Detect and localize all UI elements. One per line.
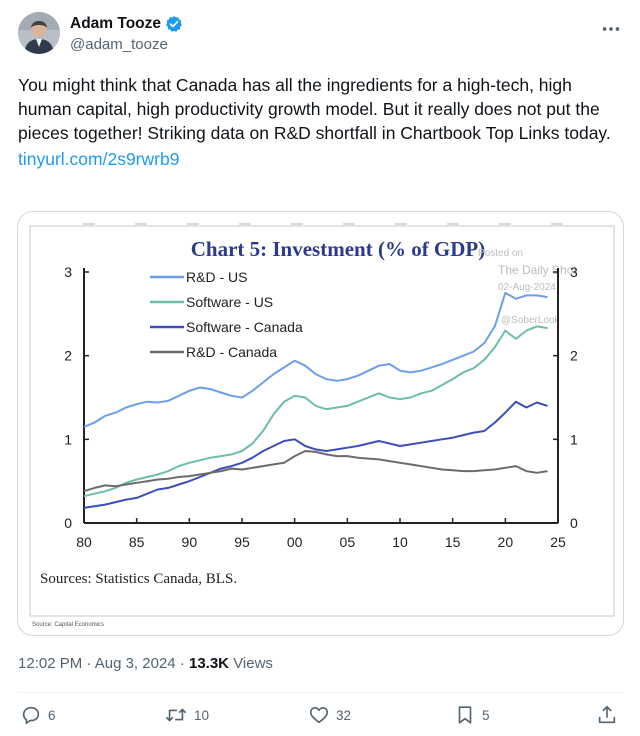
- x-tick-label: 20: [498, 534, 514, 550]
- repost-count: 10: [194, 707, 210, 723]
- series-line-2: [83, 400, 548, 509]
- more-dots-icon: [602, 27, 620, 31]
- x-tick-label: 10: [392, 534, 408, 550]
- x-tick-label: 95: [234, 534, 250, 550]
- y-tick-label-left: 3: [64, 264, 72, 280]
- x-tick-label: 05: [340, 534, 356, 550]
- reply-button[interactable]: 6: [20, 704, 56, 726]
- chart-footer-note: Source: Capital Economics: [32, 622, 104, 628]
- tweet-header: Adam Tooze @adam_tooze: [18, 12, 624, 60]
- legend-label-2: Software - Canada: [186, 319, 303, 335]
- y-tick-label-right: 2: [570, 348, 578, 364]
- tweet-body: You might think that Canada has all the …: [18, 75, 611, 143]
- divider: [18, 692, 624, 693]
- x-tick-label: 85: [129, 534, 145, 550]
- share-icon: [598, 705, 616, 724]
- x-tick-label: 80: [76, 534, 92, 550]
- author-handle[interactable]: @adam_tooze: [70, 36, 168, 53]
- like-count: 32: [336, 707, 352, 723]
- series-line-1: [83, 325, 548, 498]
- legend-label-0: R&D - US: [186, 269, 247, 285]
- watermark-line-4: @SoberLook: [501, 315, 561, 326]
- series-line-3: [83, 450, 548, 493]
- repost-button[interactable]: 10: [164, 704, 209, 726]
- tweet-date[interactable]: Aug 3, 2024: [94, 655, 176, 672]
- series-line-0: [83, 291, 548, 428]
- repost-icon: [165, 708, 187, 722]
- bookmark-icon: [458, 706, 472, 724]
- x-tick-label: 90: [182, 534, 198, 550]
- meta-separator: ·: [86, 655, 92, 672]
- y-tick-label-right: 0: [570, 515, 578, 531]
- y-tick-label-right: 3: [570, 264, 578, 280]
- tweet-link[interactable]: tinyurl.com/2s9rwrb9: [18, 149, 180, 169]
- avatar-image: [18, 12, 60, 54]
- avatar[interactable]: [18, 12, 60, 54]
- watermark-line-1: Posted on: [478, 248, 523, 259]
- bookmark-button[interactable]: 5: [454, 704, 490, 726]
- tweet-actions: 6 10 32 5: [18, 704, 624, 732]
- tweet-meta: 12:02 PM · Aug 3, 2024 · 13.3K Views: [18, 655, 273, 672]
- legend-label-3: R&D - Canada: [186, 344, 277, 360]
- reply-icon: [22, 706, 40, 725]
- views-count: 13.3K: [188, 655, 230, 672]
- y-tick-label-left: 1: [64, 431, 72, 447]
- bookmark-count: 5: [482, 707, 490, 723]
- like-button[interactable]: 32: [308, 704, 351, 726]
- x-tick-label: 25: [550, 534, 566, 550]
- views-label: Views: [233, 655, 273, 672]
- watermark-line-3: 02-Aug-2024: [498, 282, 556, 293]
- chart-frame: [29, 225, 615, 617]
- watermark-line-2: The Daily Shot: [498, 263, 577, 277]
- chart: Chart 5: Investment (% of GDP) Posted on…: [29, 223, 615, 628]
- chart-source-note: Sources: Statistics Canada, BLS.: [40, 571, 237, 587]
- author-name[interactable]: Adam Tooze: [70, 15, 161, 32]
- verified-badge-icon: [166, 16, 182, 32]
- legend-label-1: Software - US: [186, 294, 273, 310]
- chart-title: Chart 5: Investment (% of GDP): [191, 237, 486, 261]
- more-options-button[interactable]: [600, 18, 622, 45]
- tweet-media-chart[interactable]: Chart 5: Investment (% of GDP) Posted on…: [17, 211, 624, 636]
- meta-separator-2: ·: [179, 655, 185, 672]
- y-tick-label-left: 2: [64, 348, 72, 364]
- x-tick-label: 15: [445, 534, 461, 550]
- y-tick-label-left: 0: [64, 515, 72, 531]
- tweet-time[interactable]: 12:02 PM: [18, 655, 83, 672]
- y-tick-label-right: 1: [570, 431, 578, 447]
- reply-count: 6: [48, 707, 56, 723]
- share-button[interactable]: [596, 704, 618, 726]
- heart-icon: [309, 707, 329, 724]
- tweet-text: You might think that Canada has all the …: [18, 73, 624, 171]
- x-tick-label: 00: [287, 534, 303, 550]
